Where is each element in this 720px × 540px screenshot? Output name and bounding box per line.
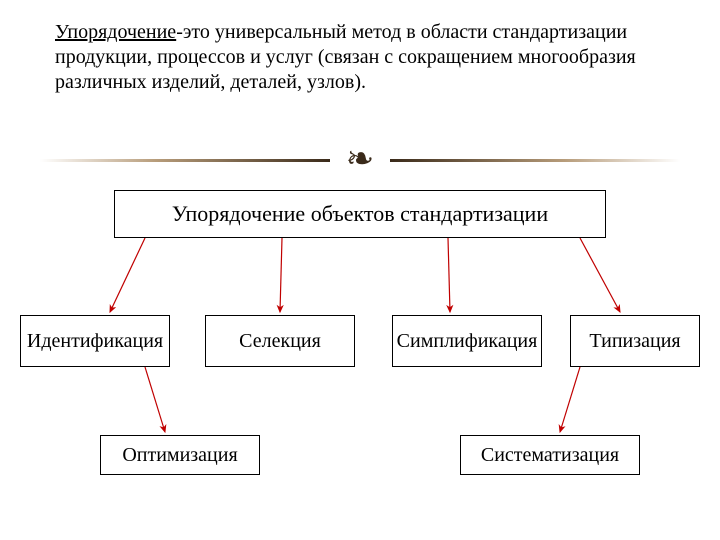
ornament-line-right [390, 159, 680, 162]
node-root: Упорядочение объектов стандартизации [114, 190, 606, 238]
arrow-2 [448, 238, 450, 312]
ornament-glyph-wrap: ❧ [340, 140, 380, 180]
node-typification: Типизация [570, 315, 700, 367]
node-optimization: Оптимизация [100, 435, 260, 475]
arrow-1 [280, 238, 282, 312]
arrow-5 [560, 367, 580, 432]
intro-term: Упорядочение [55, 21, 176, 43]
node-simplification: Симплификация [392, 315, 542, 367]
node-selection: Селекция [205, 315, 355, 367]
ornament-glyph-icon: ❧ [346, 143, 375, 177]
arrow-3 [580, 238, 620, 312]
arrow-0 [110, 238, 145, 312]
ornament-line-left [40, 159, 330, 162]
ornament-divider: ❧ [40, 140, 680, 180]
arrow-4 [145, 367, 165, 432]
node-identification: Идентификация [20, 315, 170, 367]
node-systematization: Систематизация [460, 435, 640, 475]
intro-paragraph: Упорядочение-это универсальный метод в о… [55, 20, 655, 95]
